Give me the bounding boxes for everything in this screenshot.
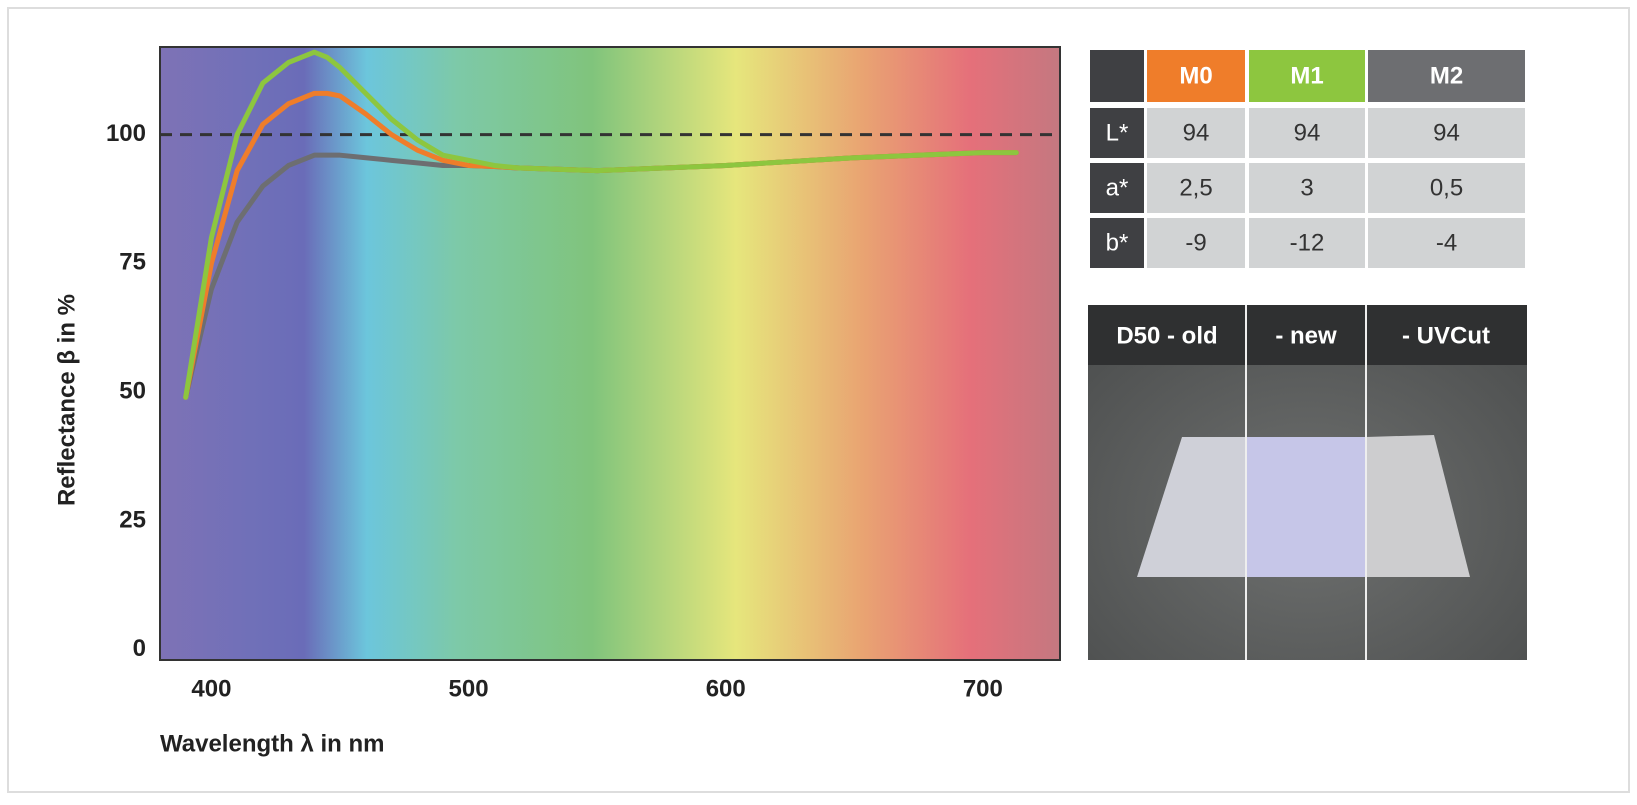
cell: -4 (1436, 229, 1457, 256)
y-tick-label: 75 (119, 249, 146, 276)
row-header: b* (1106, 229, 1129, 256)
photo-label: - new (1275, 322, 1337, 349)
row-header: L* (1106, 119, 1129, 146)
x-tick-label: 600 (706, 675, 746, 702)
plot-area (160, 47, 1060, 660)
cell: 94 (1294, 119, 1321, 146)
y-tick-label: 100 (106, 120, 146, 147)
photo-label: - UVCut (1402, 322, 1490, 349)
cell: 2,5 (1179, 174, 1212, 201)
photo-label: D50 - old (1116, 322, 1217, 349)
y-tick-label: 25 (119, 506, 146, 533)
column-header: M1 (1290, 62, 1323, 89)
cell: -9 (1185, 229, 1206, 256)
cell: 94 (1183, 119, 1210, 146)
column-header: M2 (1430, 62, 1463, 89)
row-header: a* (1106, 174, 1129, 201)
column-header: M0 (1179, 62, 1212, 89)
table-corner (1090, 50, 1144, 102)
x-tick-label: 700 (963, 675, 1003, 702)
photo: D50 - old - new - UVCut (1088, 305, 1527, 660)
cell: 0,5 (1430, 174, 1463, 201)
y-axis-title: Reflectance β in % (53, 294, 80, 506)
y-tick-label: 0 (133, 635, 146, 662)
cell: -12 (1290, 229, 1325, 256)
cell: 3 (1300, 174, 1313, 201)
x-tick-label: 500 (449, 675, 489, 702)
y-tick-label: 50 (119, 377, 146, 404)
sample-new (1246, 437, 1366, 577)
cell: 94 (1433, 119, 1460, 146)
x-axis-title: Wavelength λ in nm (160, 730, 384, 757)
chart: Wavelength λ in nm Reflectance β in % 0 2… (53, 47, 1060, 757)
page: Wavelength λ in nm Reflectance β in % 0 2… (0, 0, 1637, 800)
x-tick-label: 400 (191, 675, 231, 702)
